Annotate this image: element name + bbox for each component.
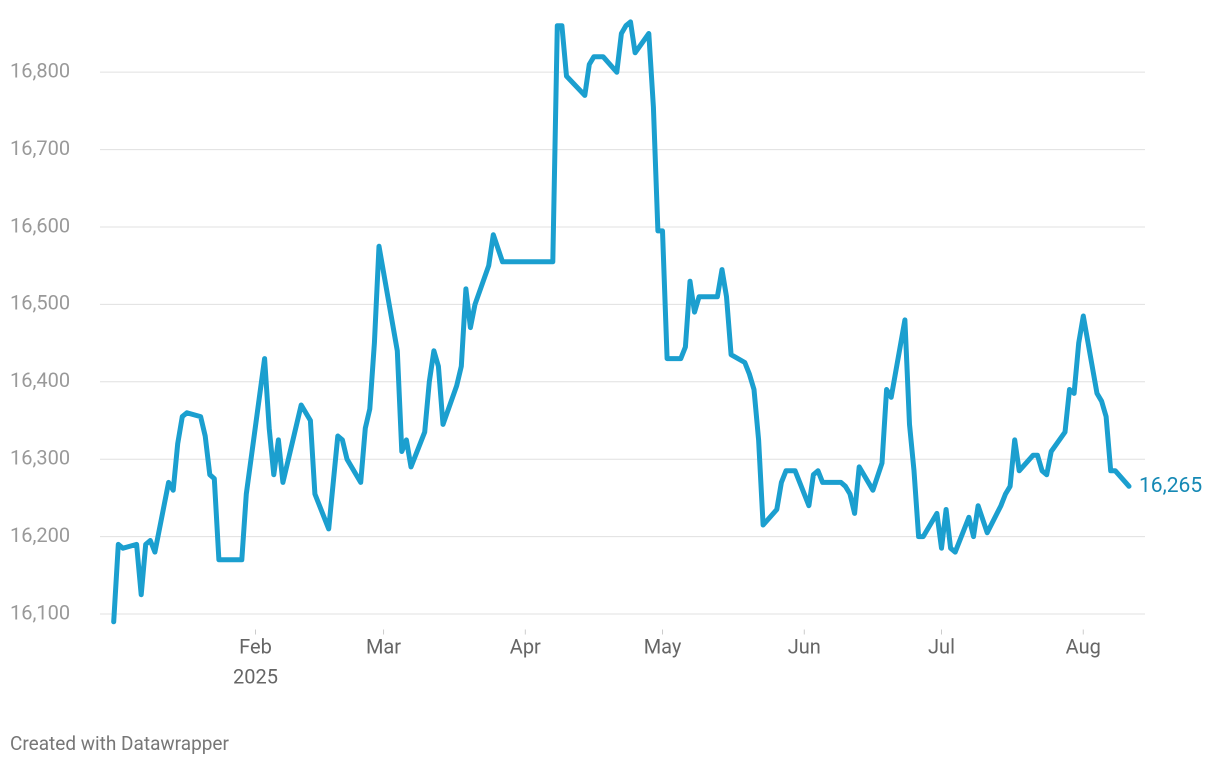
end-label: 16,265 — [1139, 474, 1202, 498]
y-tick-label: 16,400 — [10, 368, 70, 392]
x-tick-label: Feb — [239, 634, 272, 658]
x-year-label: 2025 — [233, 664, 278, 688]
y-tick-label: 16,800 — [10, 58, 70, 82]
x-tick-label: May — [644, 634, 682, 658]
x-tick-label: Aug — [1066, 634, 1101, 658]
x-tick-label: Jun — [788, 634, 821, 658]
credit: Created with Datawrapper — [10, 732, 229, 755]
line — [111, 19, 1132, 625]
y-tick-label: 16,100 — [10, 600, 70, 624]
y-tick-label: 16,300 — [10, 445, 70, 469]
x-tick-label: Apr — [510, 634, 541, 658]
y-tick-label: 16,700 — [10, 136, 70, 160]
y-tick-label: 16,500 — [10, 291, 70, 315]
x-tick-label: Mar — [366, 634, 401, 658]
x-tick-label: Jul — [928, 634, 955, 658]
y-tick-label: 16,200 — [10, 523, 70, 547]
y-tick-label: 16,600 — [10, 213, 70, 237]
